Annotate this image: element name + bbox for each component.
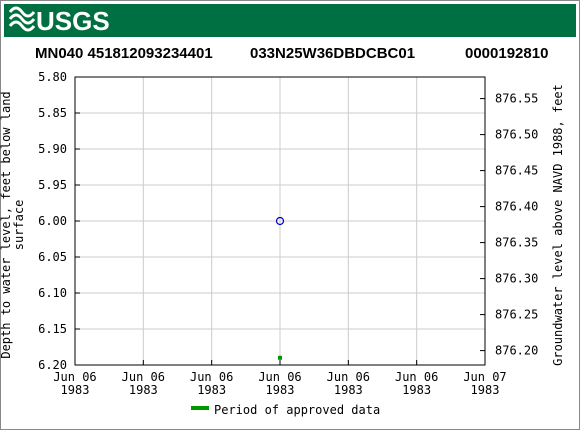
x-tick-label: 1983 [266,383,295,397]
x-tick-label: Jun 06 [395,370,438,384]
y-tick-label: 6.05 [38,250,67,264]
y2-tick-label: 876.30 [495,272,538,286]
y-tick-label: 6.15 [38,322,67,336]
x-tick-label: Jun 06 [327,370,370,384]
data-point [275,216,285,226]
logo-text: USGS [36,6,110,36]
y2-tick-label: 876.20 [495,344,538,358]
y2-tick-label: 876.40 [495,200,538,214]
y-tick-label: 5.95 [38,178,67,192]
y2-axis-label: Groundwater level above NAVD 1988, feet [551,84,565,366]
station-code: 0000192810 [465,45,548,62]
banner [4,4,576,37]
x-tick-label: Jun 07 [463,370,506,384]
x-tick-label: Jun 06 [190,370,233,384]
x-tick-label: 1983 [61,383,90,397]
x-tick-label: 1983 [334,383,363,397]
y2-tick-label: 876.45 [495,164,538,178]
legend-label: Period of approved data [214,403,380,417]
site-id: MN040 451812093234401 [35,45,213,62]
y-tick-label: 5.80 [38,70,67,84]
legend-swatch [191,406,209,410]
logo-waves [8,6,36,32]
approved-marker [278,355,282,360]
y-tick-label: 6.20 [38,358,67,372]
y2-tick-label: 876.50 [495,128,538,142]
y-tick-label: 5.90 [38,142,67,156]
station-name: 033N25W36DBDCBC01 [250,45,415,62]
y-axis-label-line: Depth to water level, feet below land [0,91,13,358]
x-tick-label: 1983 [197,383,226,397]
x-tick-label: 1983 [471,383,500,397]
y-axis-label-line: surface [12,200,26,251]
y-tick-label: 5.85 [38,106,67,120]
x-tick-label: Jun 06 [53,370,96,384]
x-tick-label: 1983 [129,383,158,397]
y2-tick-label: 876.55 [495,92,538,106]
y2-tick-label: 876.35 [495,236,538,250]
x-tick-label: Jun 06 [122,370,165,384]
y2-tick-label: 876.25 [495,308,538,322]
x-tick-label: 1983 [402,383,431,397]
x-tick-label: Jun 06 [258,370,301,384]
y-axis-label: Depth to water level, feet below landsur… [0,91,26,358]
y-tick-label: 6.00 [38,214,67,228]
y-tick-label: 6.10 [38,286,67,300]
plot-border [74,76,486,366]
